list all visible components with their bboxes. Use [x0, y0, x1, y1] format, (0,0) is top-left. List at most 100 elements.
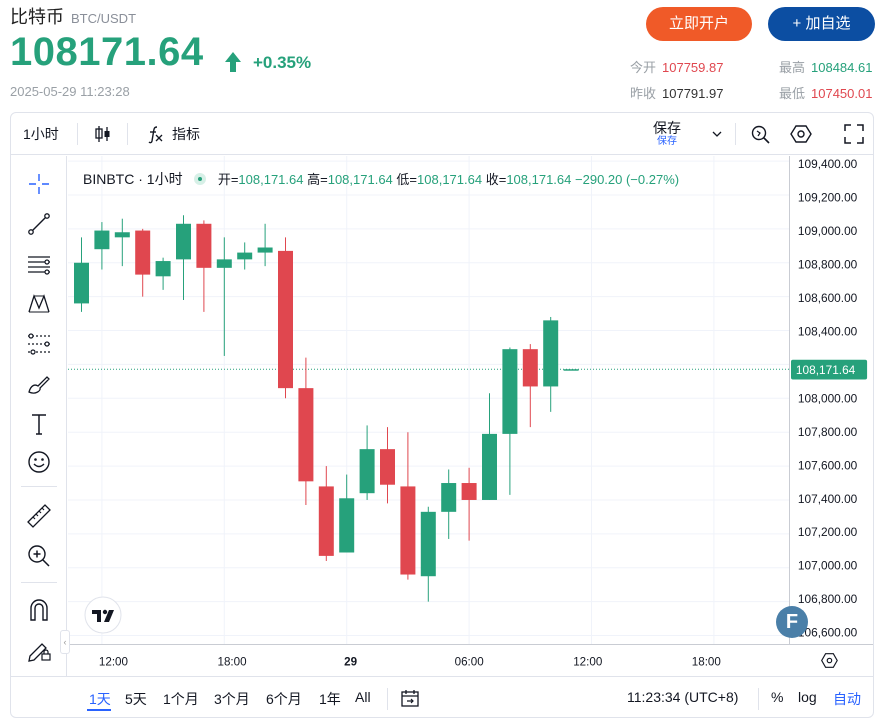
toolbar-divider	[77, 123, 78, 145]
save-button[interactable]: 保存 保存	[653, 120, 681, 148]
stat-prev-close: 昨收 107791.97	[630, 83, 723, 102]
range-1m[interactable]: 1个月	[163, 691, 199, 707]
candle-body	[400, 486, 416, 575]
range-3m[interactable]: 3个月	[214, 691, 250, 707]
fullscreen-icon[interactable]	[843, 123, 865, 145]
trend-line-icon[interactable]	[25, 210, 53, 238]
candle-body	[420, 511, 436, 577]
candle-body	[318, 486, 334, 556]
legend-change: −290.20 (−0.27%)	[575, 172, 680, 187]
quote-header: 比特币 BTC/USDT 108171.64 +0.35% 2025-05-29…	[0, 0, 880, 110]
legend-open-label: 开=	[217, 172, 239, 187]
pattern-icon[interactable]	[25, 290, 53, 318]
candle-body	[563, 369, 579, 371]
projection-icon[interactable]	[25, 330, 53, 358]
price-axis[interactable]: 109,400.00 109,200.00 109,000.00 108,800.00…	[789, 156, 874, 644]
price-tick-label: 108,400.00	[798, 324, 858, 338]
ruler-icon[interactable]	[25, 502, 53, 530]
collapse-toolbar-button[interactable]: ‹	[60, 630, 70, 654]
zoom-in-icon[interactable]	[25, 542, 53, 570]
candle-body	[114, 232, 130, 238]
price-change: +0.35%	[253, 53, 312, 72]
asset-name: 比特币	[10, 7, 64, 27]
interval-selector[interactable]: 1小时	[23, 126, 59, 142]
time-tick-label: 18:00	[692, 655, 721, 668]
price-tick-label: 108,000.00	[798, 391, 858, 405]
legend-close-value: 108,171.64	[506, 172, 572, 187]
floating-f-logo-icon[interactable]: F	[776, 606, 808, 638]
price-tick-label: 109,000.00	[798, 224, 858, 238]
candle-body	[176, 223, 191, 260]
drawing-toolbar	[11, 156, 67, 676]
time-tick-label: 06:00	[455, 655, 484, 668]
chart-widget: 1小时 指标 保存 保存	[10, 112, 874, 718]
toolbar-divider	[387, 688, 388, 710]
horizontal-lines-icon[interactable]	[25, 250, 53, 278]
add-watchlist-button[interactable]: + 加自选	[768, 7, 875, 41]
axis-settings-icon[interactable]	[821, 653, 838, 668]
price-chart-plot[interactable]	[68, 156, 789, 644]
range-6m[interactable]: 6个月	[266, 691, 302, 707]
chart-toolbar: 1小时 指标 保存 保存	[11, 113, 873, 155]
toolbar-divider	[21, 486, 57, 487]
text-icon[interactable]	[25, 410, 53, 438]
candle-body	[461, 483, 477, 500]
legend-low-value: 108,171.64	[417, 172, 483, 187]
candle-body	[155, 261, 171, 277]
candle-body	[359, 449, 375, 494]
arrow-up-icon	[225, 52, 241, 72]
toolbar-divider	[735, 123, 736, 145]
status-dot-icon	[194, 173, 207, 185]
toolbar-divider	[758, 688, 759, 710]
range-5d[interactable]: 5天	[125, 691, 147, 707]
stat-value: 107450.01	[811, 86, 873, 101]
legend-symbol: BINBTC · 1小时	[83, 171, 183, 187]
lock-drawing-icon[interactable]	[25, 636, 53, 664]
stat-value: 107759.87	[662, 60, 724, 75]
candle-body	[216, 259, 232, 268]
candle-body	[502, 349, 518, 434]
candle-body	[74, 262, 89, 304]
function-icon[interactable]	[145, 124, 165, 144]
brush-icon[interactable]	[25, 370, 53, 398]
tradingview-logo-icon[interactable]	[84, 596, 122, 634]
price-tick-label: 107,800.00	[798, 425, 858, 439]
legend-high-label: 高=	[307, 172, 328, 187]
price-tick-label: 109,200.00	[798, 190, 858, 204]
axis-settings-shape	[821, 653, 838, 668]
legend-high-value: 108,171.64	[327, 172, 393, 187]
range-1y[interactable]: 1年	[319, 691, 341, 707]
range-all[interactable]: All	[355, 689, 371, 705]
time-tick-label: 12:00	[99, 655, 128, 668]
price-tick-label: 107,600.00	[798, 458, 858, 472]
chevron-down-icon[interactable]	[711, 128, 723, 140]
emoji-icon[interactable]	[25, 448, 53, 476]
quick-search-icon[interactable]	[749, 123, 771, 145]
candle-body	[380, 449, 395, 485]
auto-scale-toggle[interactable]: 自动	[833, 691, 861, 707]
stat-high: 最高 108484.61	[779, 57, 872, 76]
crosshair-icon[interactable]	[25, 170, 53, 198]
last-price-tag	[790, 359, 868, 380]
time-axis[interactable]: 12:00 18:00 29 06:00 12:00 18:00	[68, 644, 874, 676]
time-tick-label: 12:00	[573, 655, 602, 668]
settings-icon[interactable]	[790, 123, 812, 145]
range-1d[interactable]: 1天	[89, 691, 111, 707]
stat-low: 最低 107450.01	[779, 83, 872, 102]
log-toggle[interactable]: log	[798, 689, 817, 705]
stat-label: 最低	[779, 86, 806, 101]
magnet-icon[interactable]	[25, 596, 53, 624]
candles-icon[interactable]	[93, 124, 113, 144]
candle-body	[482, 433, 497, 500]
percent-toggle[interactable]: %	[771, 689, 784, 705]
quote-timestamp: 2025-05-29 11:23:28	[10, 84, 130, 99]
goto-date-icon[interactable]	[399, 687, 421, 709]
indicators-button[interactable]: 指标	[172, 126, 200, 142]
toolbar-divider	[21, 582, 57, 583]
clock-time[interactable]: 11:23:34 (UTC+8)	[627, 689, 739, 705]
candle-body	[135, 230, 151, 275]
active-range-underline	[87, 709, 111, 711]
open-account-button[interactable]: 立即开户	[646, 7, 752, 41]
legend-low-label: 低=	[396, 172, 418, 187]
save-label: 保存	[653, 120, 681, 136]
